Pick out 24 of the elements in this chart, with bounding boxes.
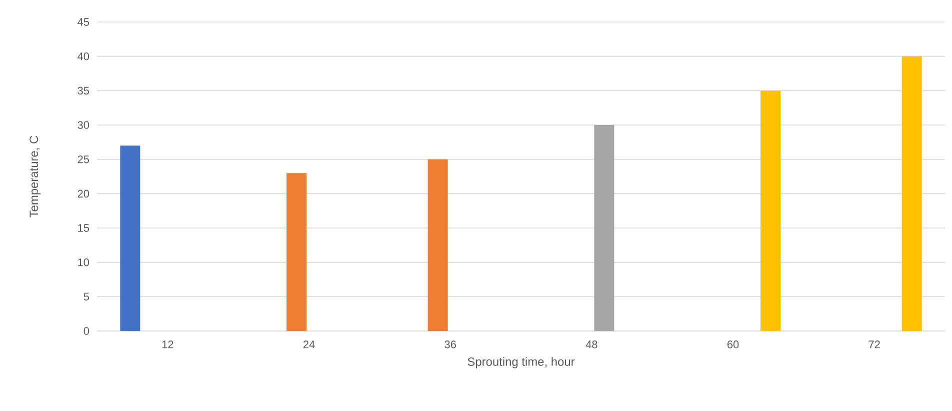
x-tick-label: 36: [444, 340, 456, 348]
bar: [594, 124, 614, 331]
y-tick-label: 40: [78, 52, 90, 60]
x-tick-label: 60: [727, 340, 739, 348]
bar: [428, 159, 448, 331]
x-axis-title: Sprouting time, hour: [468, 357, 575, 368]
y-axis-title: Temperature, C: [30, 136, 40, 218]
bar: [120, 146, 140, 331]
bar: [760, 90, 781, 331]
y-tick-label: 15: [78, 224, 90, 232]
x-tick-label: 12: [162, 340, 174, 348]
bar: [902, 56, 922, 331]
x-tick-label: 72: [868, 340, 880, 348]
x-tick-label: 24: [303, 340, 315, 348]
y-tick-label: 5: [84, 292, 90, 300]
y-tick-label: 30: [78, 121, 90, 129]
y-tick-label: 25: [78, 155, 90, 164]
x-tick-label: 48: [586, 340, 598, 348]
y-tick-label: 20: [78, 190, 90, 198]
y-tick-label: 0: [84, 327, 90, 335]
y-tick-label: 10: [78, 258, 90, 266]
y-tick-label: 45: [78, 18, 90, 26]
bar: [286, 173, 307, 331]
y-tick-label: 35: [78, 86, 90, 95]
